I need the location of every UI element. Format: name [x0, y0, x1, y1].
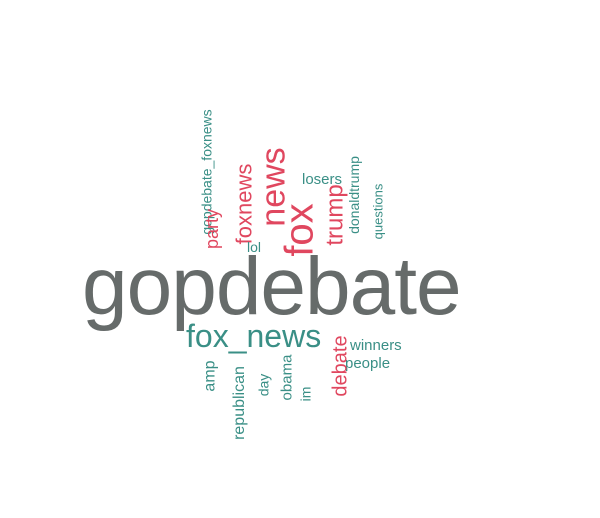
- word-trump: trump: [321, 184, 349, 246]
- word-fox: fox: [277, 203, 322, 257]
- word-winners: winners: [350, 337, 402, 354]
- word-questions: questions: [370, 183, 386, 240]
- word-foxnews: foxnews: [231, 163, 257, 245]
- word-obama: obama: [278, 354, 296, 401]
- word-donaldtrump: donaldtrump: [345, 156, 362, 234]
- word-im: im: [297, 386, 314, 402]
- word-party: party: [202, 208, 223, 250]
- word-amp: amp: [201, 360, 219, 392]
- word-republican: republican: [230, 366, 248, 440]
- word-gopdebate: gopdebate: [82, 241, 462, 332]
- word-losers: losers: [302, 171, 343, 188]
- word-fox-news: fox_news: [186, 318, 322, 354]
- word-day: day: [255, 373, 272, 397]
- word-debate: debate: [329, 335, 352, 397]
- word-people: people: [345, 355, 391, 372]
- word-lol: lol: [247, 239, 262, 255]
